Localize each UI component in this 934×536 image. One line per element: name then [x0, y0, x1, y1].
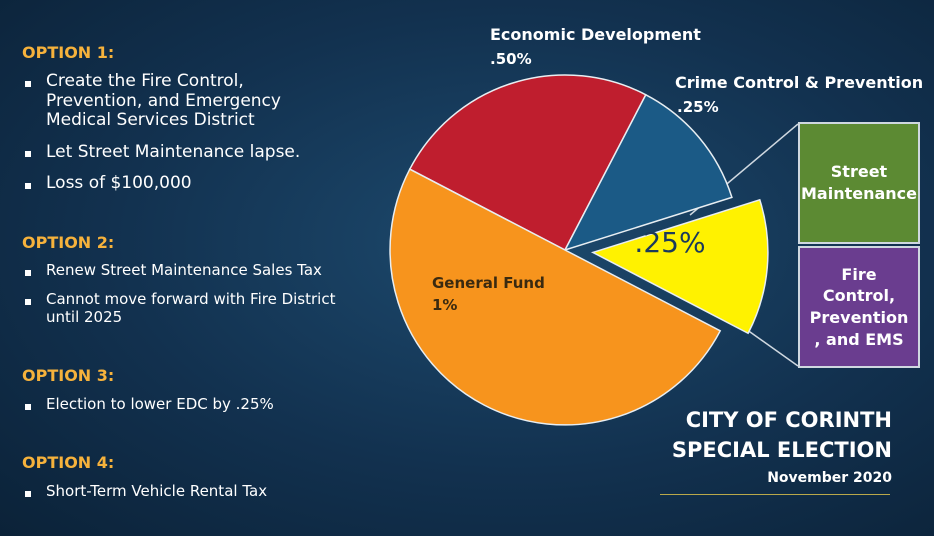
street-box: Street Maintenance [798, 122, 920, 244]
divider [660, 494, 890, 495]
option-item: Election to lower EDC by .25% [22, 395, 342, 413]
slice-value-label: .25% [677, 98, 719, 116]
option-item: Create the Fire Control, Prevention, and… [22, 71, 322, 131]
option-heading: OPTION 4: [22, 453, 115, 472]
option-item: Renew Street Maintenance Sales Tax [22, 261, 342, 279]
option-heading: OPTION 3: [22, 366, 115, 385]
pie-slice [389, 168, 722, 426]
pie-slice [563, 93, 733, 252]
option-item: Cannot move forward with Fire District u… [22, 291, 342, 326]
slice-label: Crime Control & Prevention [675, 73, 923, 92]
slice-label: Economic Development [490, 25, 701, 44]
footer-date: November 2020 [767, 470, 892, 486]
option-list: Create the Fire Control, Prevention, and… [22, 71, 322, 206]
footer-title: CITY OF CORINTH [685, 408, 892, 432]
option-list: Election to lower EDC by .25% [22, 395, 342, 425]
option-heading: OPTION 2: [22, 233, 115, 252]
fire-box: Fire Control, Prevention , and EMS [798, 246, 920, 368]
slice-value-label: 1% [432, 296, 457, 314]
option-list: Short-Term Vehicle Rental Tax [22, 482, 342, 512]
slice-value-label: .25% [634, 226, 705, 259]
option-item: Short-Term Vehicle Rental Tax [22, 482, 342, 500]
pie-slice [408, 74, 647, 252]
option-item: Loss of $100,000 [22, 174, 322, 194]
slice-label: General Fund [432, 274, 545, 292]
footer-title: SPECIAL ELECTION [671, 438, 892, 462]
option-heading: OPTION 1: [22, 43, 115, 62]
option-item: Let Street Maintenance lapse. [22, 142, 322, 163]
pie-slice [590, 198, 769, 335]
slice-value-label: .50% [490, 50, 532, 68]
option-list: Renew Street Maintenance Sales Tax Canno… [22, 261, 342, 338]
